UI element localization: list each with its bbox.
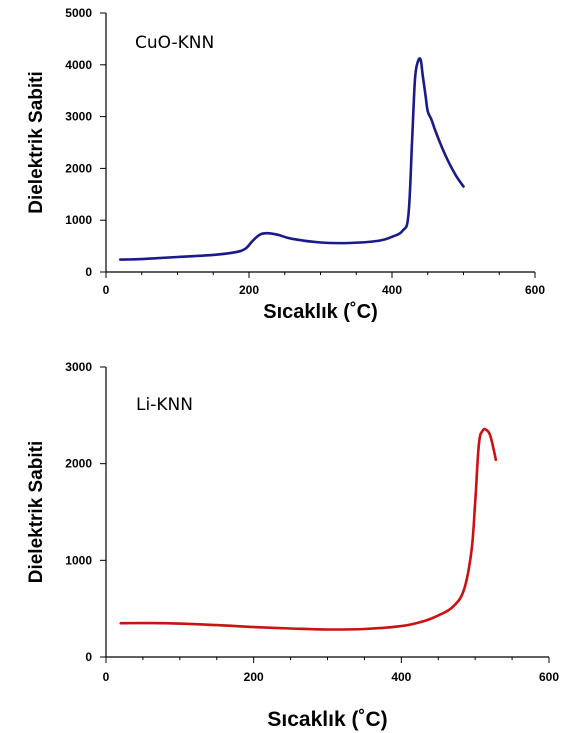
y-tick-label: 0 [85, 265, 92, 279]
x-tick-label: 200 [244, 670, 264, 684]
x-tick-label: 200 [239, 283, 259, 297]
li-knn-chart: 0 200 400 600 0 1000 2000 3000 Sıcaklık (˚C) Diel… [26, 360, 559, 731]
y-tick-label: 3000 [65, 360, 92, 374]
y-tick-label: 2000 [65, 161, 92, 175]
x-axis-title: Sıcaklık (˚C) [263, 300, 377, 323]
y-axis-title: Dielektrik Sabiti [26, 441, 47, 584]
chart-title: CuO-KNN [135, 33, 214, 53]
y-tick-label: 0 [85, 650, 92, 664]
y-tick-label: 2000 [65, 457, 92, 471]
y-tick-label: 4000 [65, 58, 92, 72]
x-tick-label: 400 [382, 283, 402, 297]
x-axis-title: Sıcaklık (˚C) [267, 708, 387, 731]
y-tick-label: 3000 [65, 110, 92, 124]
x-tick-label: 0 [103, 283, 110, 297]
series-line [119, 57, 465, 261]
x-tick-label: 600 [539, 670, 559, 684]
x-tick-label: 600 [525, 283, 545, 297]
chart-title: Li-KNN [136, 395, 193, 415]
x-tick-label: 0 [103, 670, 110, 684]
y-tick-label: 1000 [65, 553, 92, 567]
y-tick-label: 1000 [65, 213, 92, 227]
x-tick-label: 400 [391, 670, 411, 684]
y-tick-label: 5000 [65, 6, 92, 20]
cuo-knn-chart: 0 200 400 600 0 1000 2000 3000 4000 5000 Sıcaklık … [26, 6, 545, 323]
series-line [119, 427, 498, 631]
y-axis-title: Dielektrik Sabiti [26, 71, 47, 214]
